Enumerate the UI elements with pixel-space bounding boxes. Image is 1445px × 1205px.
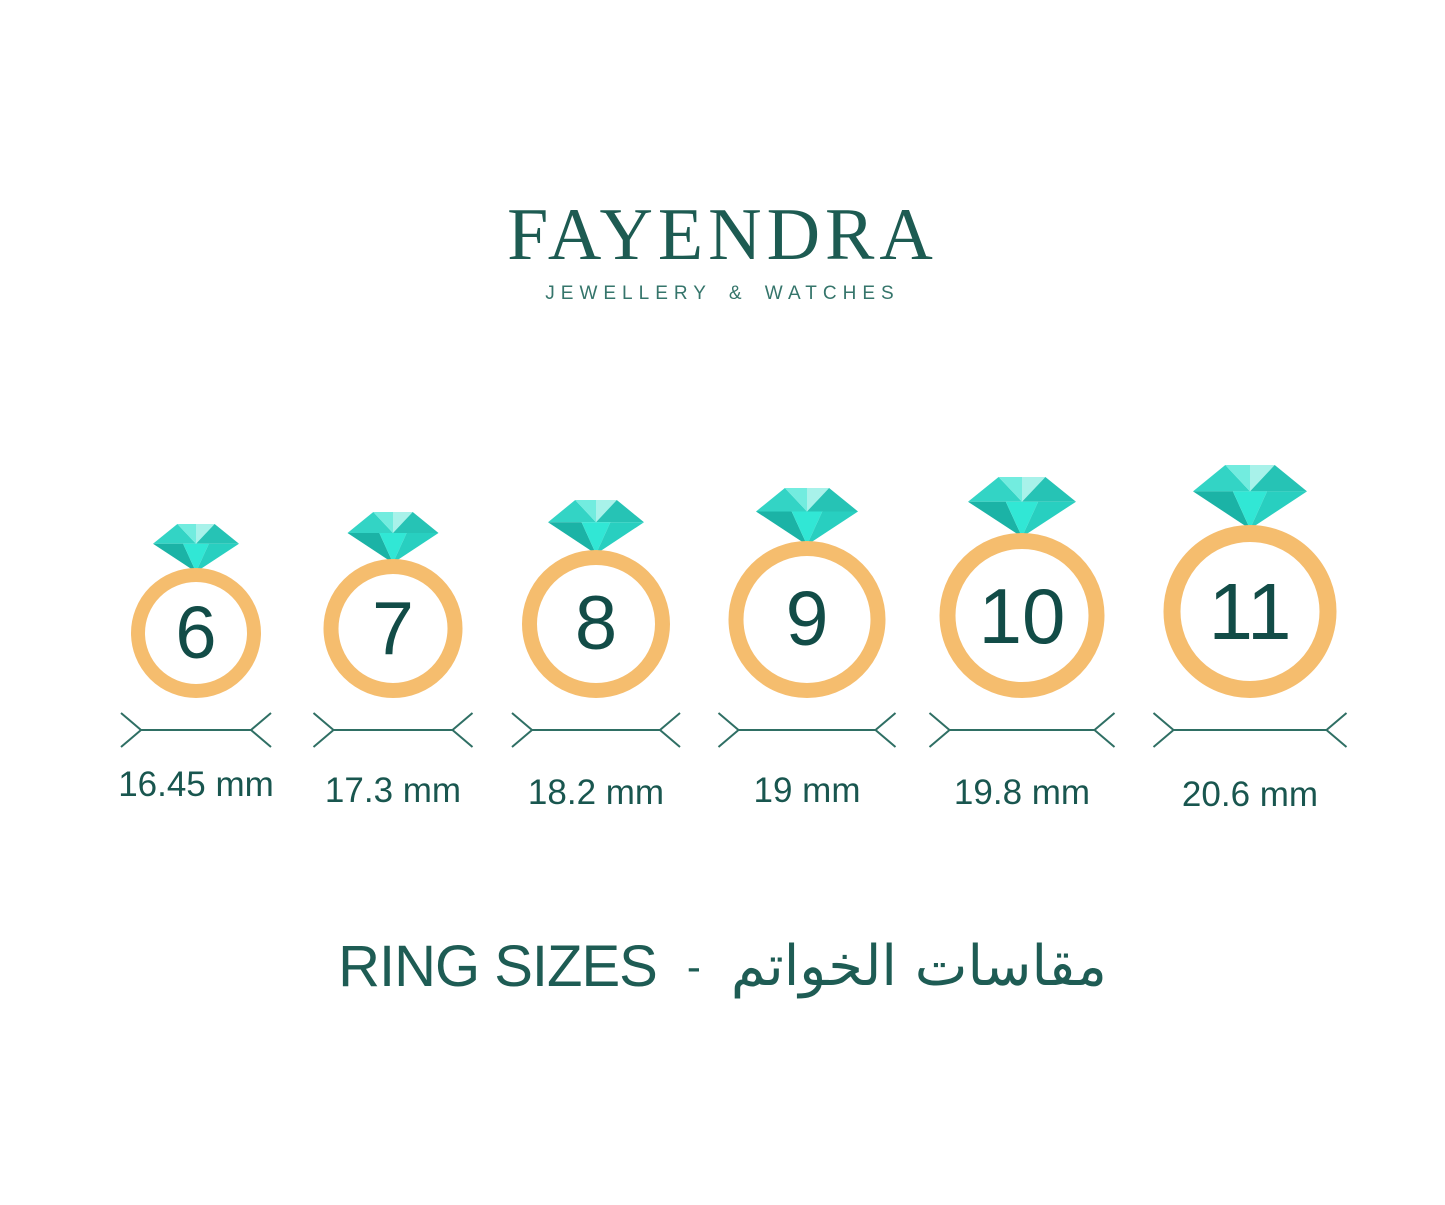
diamond-icon	[347, 512, 439, 563]
diamond-facet	[177, 524, 196, 544]
diamond-facet	[998, 477, 1022, 502]
ring-diameter-label: 16.45 mm	[118, 765, 274, 804]
ring-band: 8	[522, 550, 670, 698]
ring-item: 8 18.2 mm	[500, 440, 692, 860]
diamond-icon	[968, 477, 1076, 537]
ring-band: 7	[323, 559, 463, 698]
diamond-icon	[153, 524, 239, 572]
ring-size-number: 11	[1208, 566, 1292, 656]
ring-item: 7 17.3 mm	[302, 440, 485, 860]
dimension-arrow-line	[717, 712, 897, 748]
width-dimension-arrow	[717, 712, 897, 748]
diamond-facet	[153, 543, 196, 572]
diamond-facet	[373, 512, 393, 533]
diamond-icon	[1193, 465, 1307, 529]
ring-item: 11 20.6 mm	[1142, 440, 1359, 860]
ring-diameter-label: 20.6 mm	[1181, 775, 1319, 814]
ring-diameter-label: 17.3 mm	[324, 771, 462, 810]
diamond-facet	[196, 524, 239, 544]
diamond-facet	[196, 524, 215, 544]
ring-diameter-label: 18.2 mm	[527, 773, 665, 812]
ring-band: 10	[939, 533, 1105, 698]
diamond-facet	[581, 522, 611, 554]
diamond-facet	[347, 512, 393, 533]
width-dimension-arrow	[312, 712, 474, 748]
title-arabic: مقاسات الخواتم	[730, 934, 1107, 999]
ring-diameter-label: 19 mm	[753, 771, 861, 810]
ring-size-number: 8	[574, 581, 618, 666]
brand-logo: FAYENDRA JEWELLERY & WATCHES	[0, 198, 1445, 303]
ring-item: 6 16.45 mm	[109, 440, 283, 860]
diamond-facet	[1005, 501, 1039, 537]
diamond-facet	[756, 488, 807, 512]
diamond-facet	[1022, 477, 1046, 502]
diamond-facet	[1250, 465, 1307, 492]
dimension-arrow-line	[312, 712, 474, 748]
diamond-facet	[379, 533, 407, 563]
ring-size-number: 10	[978, 571, 1066, 660]
chart-title: RING SIZES - مقاسات الخواتم	[0, 938, 1445, 996]
diamond-facet	[183, 543, 209, 572]
diamond-facet	[548, 500, 596, 523]
diamond-facet	[196, 543, 239, 572]
ring-size-number: 7	[372, 586, 414, 670]
width-dimension-arrow	[1152, 712, 1348, 748]
ring-diameter-label: 19.8 mm	[953, 773, 1091, 812]
ring-band: 9	[728, 541, 886, 698]
width-dimension-arrow	[511, 712, 681, 748]
ring-item: 9 19 mm	[707, 440, 908, 860]
ring-size-number: 9	[785, 576, 829, 662]
title-separator: -	[686, 943, 701, 990]
brand-name: FAYENDRA	[507, 194, 938, 276]
ring-size-number: 6	[175, 591, 217, 674]
diamond-icon	[756, 488, 858, 545]
diamond-facet	[791, 511, 823, 545]
dimension-arrow-line	[928, 712, 1116, 748]
diamond-facet	[596, 500, 644, 523]
diamond-facet	[1232, 491, 1268, 529]
diamond-facet	[1022, 477, 1076, 502]
diamond-facet	[807, 488, 858, 512]
dimension-arrow-line	[511, 712, 681, 748]
rings-row: 6 16.45 mm 7 17.3 mm	[0, 440, 1445, 860]
dimension-arrow-line	[120, 712, 272, 748]
ring-item: 10 19.8 mm	[918, 440, 1127, 860]
ring-band: 6	[131, 568, 261, 698]
diamond-facet	[1193, 465, 1250, 492]
title-english: RING SIZES	[338, 934, 658, 999]
brand-tagline: JEWELLERY & WATCHES	[545, 283, 900, 304]
width-dimension-arrow	[928, 712, 1116, 748]
diamond-facet	[347, 533, 393, 563]
diamond-facet	[968, 477, 1022, 502]
width-dimension-arrow	[120, 712, 272, 748]
diamond-facet	[393, 533, 439, 563]
diamond-facet	[153, 524, 196, 544]
diamond-facet	[393, 512, 439, 533]
ring-band: 11	[1163, 525, 1337, 698]
dimension-arrow-line	[1152, 712, 1348, 748]
diamond-icon	[548, 500, 644, 554]
